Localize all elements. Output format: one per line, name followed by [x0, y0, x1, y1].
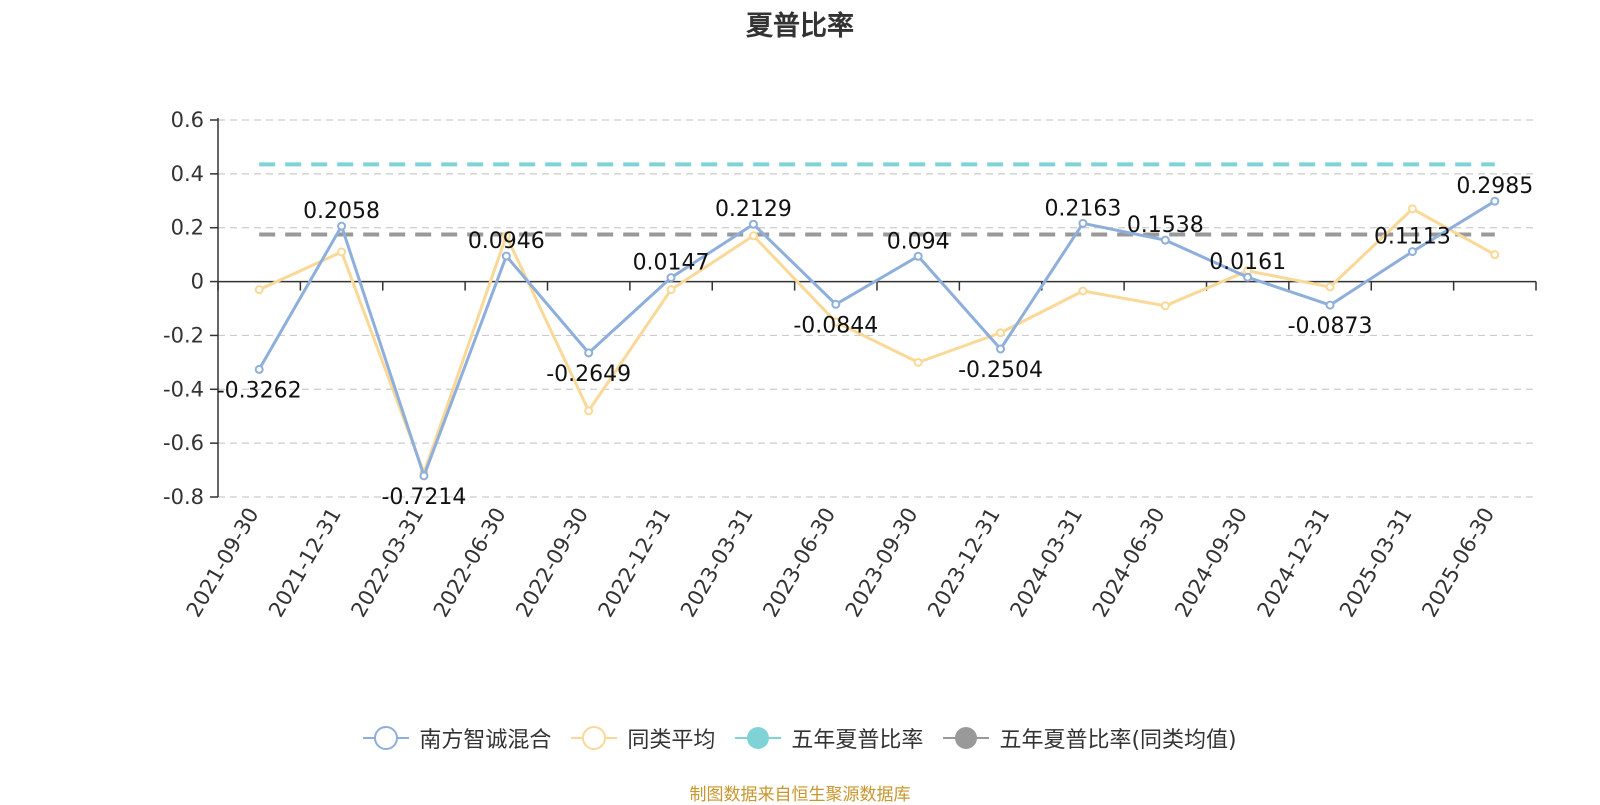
fund-data-label: -0.7214 — [381, 485, 466, 510]
fund-point[interactable] — [1160, 235, 1170, 245]
fund-point[interactable] — [1407, 247, 1417, 257]
legend-line-dot-icon — [943, 727, 990, 749]
fund-data-label: 0.1538 — [1127, 213, 1204, 238]
fund-point[interactable] — [337, 221, 347, 231]
chart-title: 夏普比率 — [746, 11, 854, 42]
category-average-point[interactable] — [1490, 250, 1500, 260]
fund-data-label: 0.2163 — [1044, 196, 1121, 221]
fund-data-label: -0.0873 — [1288, 314, 1373, 339]
x-tick-label: 2021-12-31 — [264, 504, 346, 622]
legend: 南方智诚混合 同类平均 五年夏普比率 五年夏普比率(同类均值) — [0, 722, 1600, 754]
fund-point[interactable] — [666, 273, 676, 283]
y-tick-label: 0.2 — [171, 216, 204, 240]
legend-label-category-average: 同类平均 — [627, 728, 716, 753]
fund-point[interactable] — [996, 344, 1006, 354]
y-tick-label: -0.4 — [163, 377, 204, 401]
category-average-point[interactable] — [1325, 282, 1335, 292]
legend-item-five-year-sharpe[interactable]: 五年夏普比率 — [735, 722, 923, 754]
x-tick-label: 2024-12-31 — [1253, 504, 1335, 622]
y-tick-label: -0.6 — [163, 431, 204, 455]
x-tick-label: 2022-03-31 — [346, 504, 428, 622]
category-average-point[interactable] — [337, 247, 347, 257]
category-average-point[interactable] — [996, 328, 1006, 338]
category-average-point[interactable] — [666, 285, 676, 295]
legend-item-fund[interactable]: 南方智诚混合 — [363, 722, 551, 754]
fund-point[interactable] — [1243, 272, 1253, 282]
fund-data-label: -0.0844 — [793, 313, 878, 338]
fund-point[interactable] — [254, 364, 264, 374]
fund-line — [257, 199, 1496, 478]
category-average-point[interactable] — [584, 406, 594, 416]
x-tick-label: 2022-12-31 — [594, 504, 676, 622]
fund-data-label: -0.2504 — [958, 358, 1043, 383]
x-tick-label: 2024-03-31 — [1005, 504, 1087, 622]
category-average-point[interactable] — [913, 357, 923, 367]
category-average-point[interactable] — [1407, 204, 1417, 214]
category-average-point[interactable] — [1160, 301, 1170, 311]
x-tick-label: 2023-03-31 — [676, 504, 758, 622]
x-tick-label: 2025-06-30 — [1417, 504, 1499, 622]
fund-point[interactable] — [748, 219, 758, 229]
x-tick-label: 2023-06-30 — [758, 504, 840, 622]
y-tick-label: -0.2 — [163, 323, 204, 347]
fund-data-label: 0.094 — [887, 229, 950, 254]
y-tick-label: 0.4 — [171, 162, 204, 186]
fund-data-label: 0.2129 — [715, 197, 792, 222]
fund-data-label: 0.2985 — [1456, 174, 1533, 199]
legend-label-five-year-sharpe: 五年夏普比率 — [791, 728, 924, 753]
legend-label-fund: 南方智诚混合 — [419, 728, 552, 753]
legend-label-five-year-sharpe-average: 五年夏普比率(同类均值) — [999, 728, 1237, 753]
fund-data-label: 0.0161 — [1209, 250, 1286, 275]
y-tick-label: 0.6 — [171, 108, 204, 132]
legend-line-dot-icon — [735, 727, 782, 749]
category-average-point[interactable] — [1078, 286, 1088, 296]
fund-point[interactable] — [1325, 300, 1335, 310]
fund-data-label: 0.1113 — [1374, 225, 1451, 250]
x-tick-label: 2024-09-30 — [1170, 504, 1252, 622]
fund-point[interactable] — [419, 471, 429, 481]
category-average-line — [258, 207, 1496, 475]
fund-point[interactable] — [1490, 196, 1500, 206]
y-tick-label: -0.8 — [163, 485, 204, 509]
category-average-point[interactable] — [254, 285, 264, 295]
legend-line-circle-icon — [571, 726, 618, 750]
x-tick-label: 2025-03-31 — [1335, 504, 1417, 622]
y-tick-label: 0 — [191, 270, 204, 294]
fund-point[interactable] — [584, 348, 594, 358]
fund-point[interactable] — [501, 251, 511, 261]
x-tick-label: 2022-09-30 — [511, 504, 593, 622]
legend-item-five-year-sharpe-average[interactable]: 五年夏普比率(同类均值) — [943, 722, 1237, 754]
x-tick-label: 2022-06-30 — [429, 504, 511, 622]
fund-point[interactable] — [831, 299, 841, 309]
data-source-note: 制图数据来自恒生聚源数据库 — [689, 785, 911, 805]
fund-data-label: 0.0946 — [468, 229, 545, 254]
fund-data-label: -0.3262 — [217, 378, 302, 403]
x-tick-label: 2023-09-30 — [841, 504, 923, 622]
x-tick-label: 2023-12-31 — [923, 504, 1005, 622]
fund-point[interactable] — [1078, 218, 1088, 228]
legend-line-circle-icon — [363, 726, 410, 750]
category-average-point[interactable] — [501, 231, 511, 241]
category-average-point[interactable] — [748, 231, 758, 241]
category-average-point[interactable] — [831, 317, 841, 327]
x-tick-label: 2021-09-30 — [182, 504, 264, 622]
fund-data-label: 0.0147 — [633, 251, 710, 276]
fund-point[interactable] — [913, 251, 923, 261]
fund-data-label: -0.2649 — [546, 362, 631, 387]
legend-item-category-average[interactable]: 同类平均 — [571, 722, 715, 754]
x-tick-label: 2024-06-30 — [1088, 504, 1170, 622]
fund-data-label: 0.2058 — [303, 199, 380, 224]
